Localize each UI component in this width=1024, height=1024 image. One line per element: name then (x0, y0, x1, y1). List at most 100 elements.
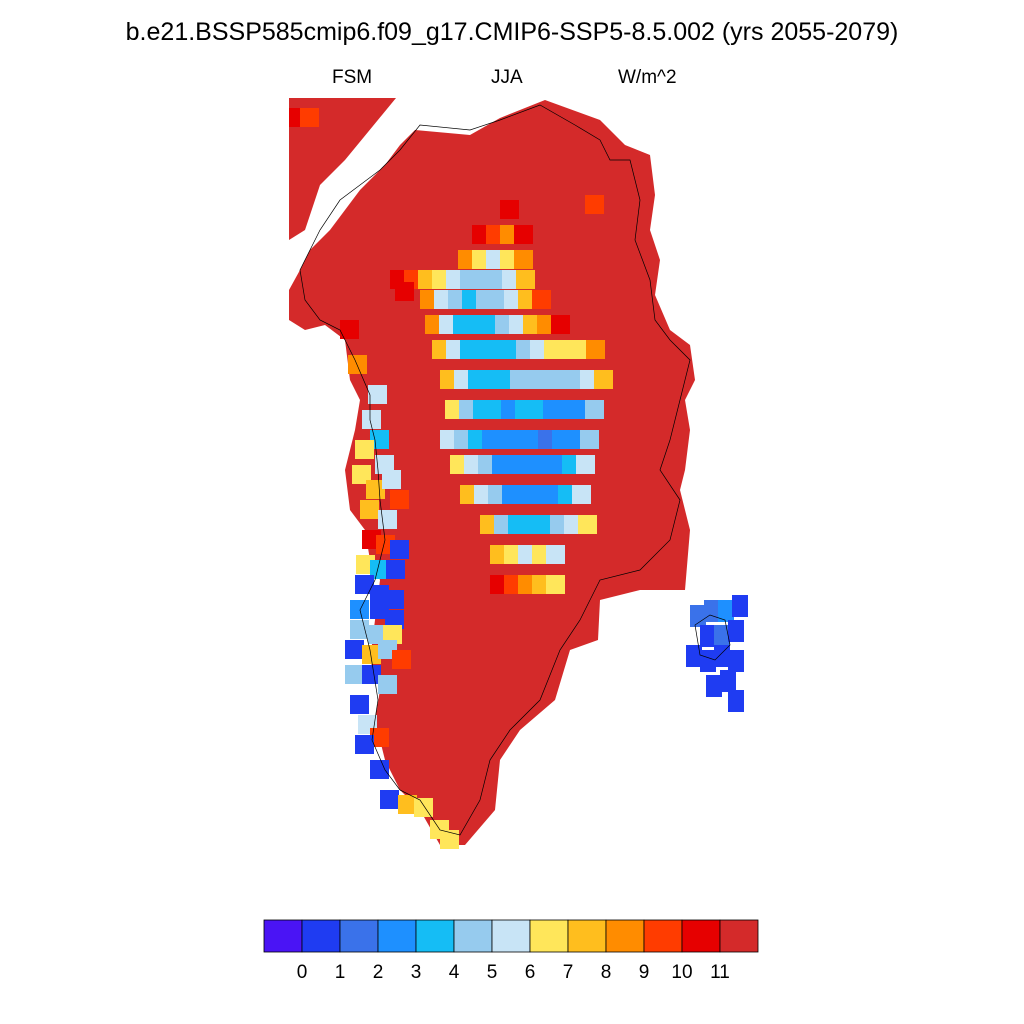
grid-cell (375, 455, 394, 474)
grid-cell (352, 465, 371, 484)
coastline (309, 169, 381, 251)
grid-cell (383, 625, 402, 644)
colorbar-label: 7 (563, 962, 574, 983)
grid-cell (395, 282, 414, 301)
grid-cell (514, 250, 533, 269)
grid-cell (500, 200, 519, 219)
island-cell (732, 595, 748, 617)
plot-title: b.e21.BSSP585cmip6.f09_g17.CMIP6-SSP5-8.… (125, 18, 899, 46)
colorbar-label: 10 (671, 962, 692, 983)
grid-cell (385, 590, 404, 609)
grid-cell (350, 620, 369, 639)
grid-cell (348, 355, 367, 374)
coastline (694, 614, 731, 661)
grid-cell (580, 430, 599, 449)
colorbar-box (643, 919, 683, 953)
grid-cell (360, 500, 379, 519)
grid-cell (440, 830, 459, 849)
colorbar-box (263, 919, 303, 953)
grid-cell (380, 790, 399, 809)
colorbar-box (301, 919, 341, 953)
grid-cell (350, 600, 369, 619)
grid-cell (370, 600, 389, 619)
grid-cell (514, 225, 533, 244)
grid-cell (551, 315, 570, 334)
island-cell (714, 645, 730, 667)
colorbar-box (719, 919, 759, 953)
grid-cell (355, 440, 374, 459)
grid-cell (532, 290, 551, 309)
colorbar-box (681, 919, 721, 953)
colorbar-box (453, 919, 493, 953)
colorbar-label: 9 (639, 962, 650, 983)
grid-cell (366, 480, 385, 499)
island-cell (690, 605, 706, 627)
grid-cell (370, 560, 389, 579)
grid-cell (585, 400, 604, 419)
coastline (299, 249, 401, 791)
grid-cell (594, 370, 613, 389)
grid-cell (345, 665, 364, 684)
grid-cell (390, 490, 409, 509)
grid-cell (382, 470, 401, 489)
colorbar-label: 2 (373, 962, 384, 983)
grid-cell (386, 560, 405, 579)
island-cell (700, 650, 716, 672)
grid-cell (340, 320, 359, 339)
grid-cell (345, 640, 364, 659)
grid-cell (585, 195, 604, 214)
colorbar-label: 8 (601, 962, 612, 983)
grid-cell (370, 728, 389, 747)
island-cell (728, 690, 744, 712)
grid-cell (516, 270, 535, 289)
colorbar-box (567, 919, 607, 953)
grid-cell (300, 108, 319, 127)
colorbar-box (529, 919, 569, 953)
grid-cell (368, 625, 387, 644)
island-cell (720, 670, 736, 692)
colorbar-box (605, 919, 645, 953)
grid-cell (546, 545, 565, 564)
colorbar-label: 1 (335, 962, 346, 983)
colorbar-label: 4 (449, 962, 460, 983)
island-cell (700, 625, 716, 647)
colorbar-box (491, 919, 531, 953)
colorbar-box (339, 919, 379, 953)
grid-cell (546, 575, 565, 594)
grid-cell (392, 650, 411, 669)
grid-cell (370, 585, 389, 604)
colorbar-box (415, 919, 455, 953)
island-cell (728, 620, 744, 642)
island-cell (718, 600, 734, 622)
colorbar-label: 5 (487, 962, 498, 983)
island-cell (714, 625, 730, 647)
grid-cell (355, 575, 374, 594)
colorbar-label: 11 (710, 962, 730, 983)
grid-cell (370, 430, 389, 449)
grid-cell (385, 610, 404, 629)
island-cell (728, 650, 744, 672)
grid-cell (572, 485, 591, 504)
grid-cell (350, 695, 369, 714)
subtitle-variable: FSM (332, 67, 373, 88)
colorbar-label: 0 (297, 962, 308, 983)
island-cell (686, 645, 702, 667)
subtitle-season: JJA (491, 67, 523, 88)
colorbar-box (377, 919, 417, 953)
grid-cell (370, 760, 389, 779)
island-cell (706, 675, 722, 697)
grid-cell (576, 455, 595, 474)
grid-cell (362, 665, 381, 684)
grid-cell (368, 385, 387, 404)
grid-cell (362, 645, 381, 664)
grid-cell (355, 735, 374, 754)
grid-cell (362, 410, 381, 429)
subtitle-units: W/m^2 (618, 67, 677, 88)
grid-cell (586, 340, 605, 359)
grid-cell (378, 675, 397, 694)
coastline (379, 104, 691, 836)
colorbar-label: 3 (411, 962, 422, 983)
grid-cell (578, 515, 597, 534)
